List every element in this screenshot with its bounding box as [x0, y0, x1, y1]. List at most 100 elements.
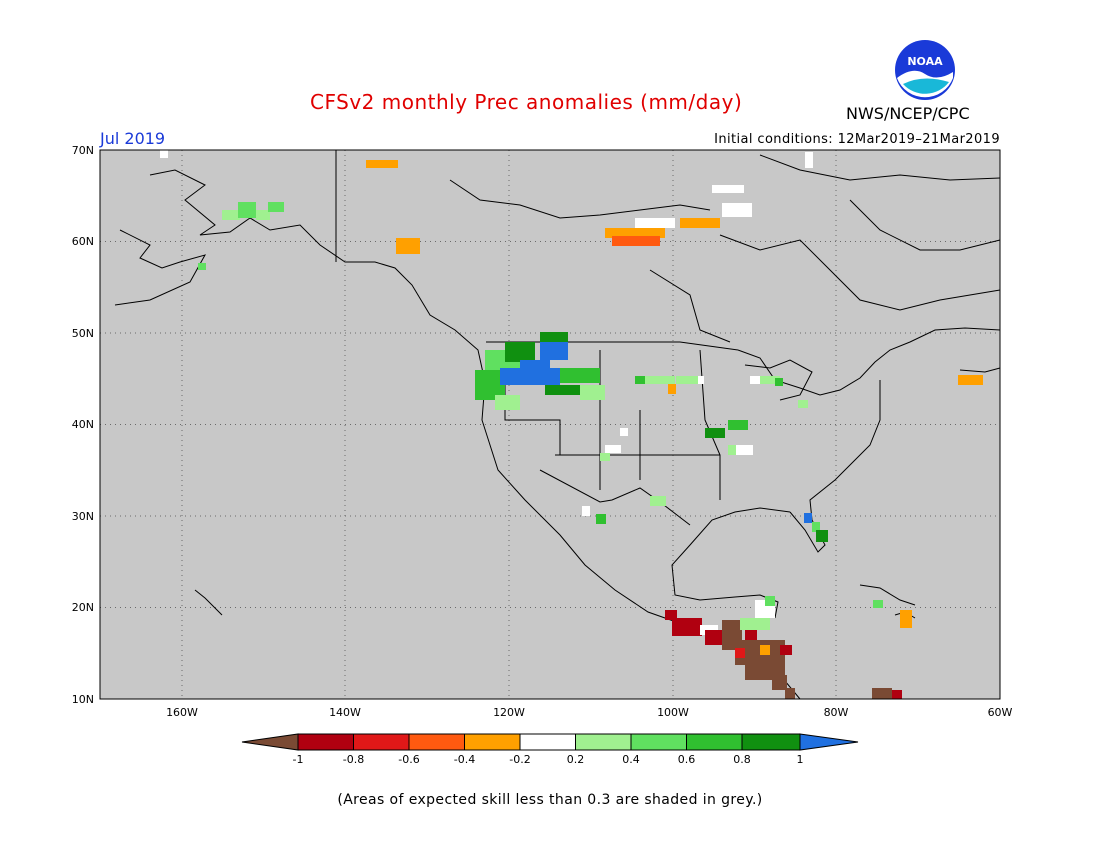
colorbar-tick-label: 0.2 — [567, 753, 585, 766]
anomaly-cell — [735, 648, 745, 658]
colorbar — [241, 733, 859, 751]
anomaly-cell — [772, 675, 787, 690]
anomaly-cell — [780, 645, 792, 655]
anomaly-cell — [238, 202, 256, 218]
colorbar-segment — [464, 733, 521, 751]
month-label: Jul 2019 — [100, 129, 166, 148]
anomaly-cell — [198, 263, 206, 270]
anomaly-cell — [545, 385, 580, 395]
colorbar-ticks: -1 -0.8 -0.6 -0.4 -0.2 0.2 0.4 0.6 0.8 1 — [293, 753, 804, 766]
anomaly-cell — [745, 630, 757, 640]
anomaly-cell — [582, 506, 590, 516]
anomaly-cell — [958, 375, 983, 385]
anomaly-cell — [805, 152, 813, 168]
anomaly-cell — [580, 385, 605, 400]
anomaly-cell — [650, 496, 666, 506]
anomaly-cell — [712, 185, 744, 193]
anomaly-cell — [816, 530, 828, 542]
anomaly-cell — [620, 428, 628, 436]
anomaly-cell — [520, 360, 550, 370]
colorbar-segment — [630, 733, 687, 751]
anomaly-cell — [560, 368, 600, 383]
anomaly-cell — [612, 236, 660, 246]
anomaly-cell — [672, 618, 702, 636]
colorbar-segment — [799, 733, 859, 751]
anomaly-cell — [812, 522, 820, 532]
lon-tick-label: 60W — [988, 706, 1013, 719]
anomaly-cell — [596, 514, 606, 524]
colorbar-tick-label: -0.8 — [343, 753, 364, 766]
lon-tick-label: 100W — [657, 706, 689, 719]
initial-conditions-label: Initial conditions: 12Mar2019–21Mar2019 — [714, 132, 1000, 147]
colorbar-tick-label: -0.4 — [454, 753, 475, 766]
colorbar-tick-label: 1 — [797, 753, 804, 766]
graticule — [100, 150, 1000, 699]
chart-title: CFSv2 monthly Prec anomalies (mm/day) — [310, 90, 743, 114]
colorbar-tick-label: -0.2 — [509, 753, 530, 766]
colorbar-segment — [241, 733, 299, 751]
colorbar-segment — [575, 733, 632, 751]
colorbar-tick-label: 0.4 — [622, 753, 640, 766]
anomaly-cell — [160, 150, 168, 158]
anomaly-cell — [256, 210, 270, 220]
anomaly-cell — [892, 690, 902, 699]
anomaly-cell — [540, 342, 568, 360]
anomaly-cell — [785, 688, 795, 699]
anomaly-cell — [495, 395, 520, 410]
anomaly-cell — [605, 445, 621, 453]
anomaly-cells — [160, 150, 983, 699]
anomaly-cell — [605, 228, 665, 238]
colorbar-tick-label: -1 — [293, 753, 304, 766]
anomaly-cell — [760, 376, 780, 384]
lat-tick-label: 60N — [72, 235, 94, 248]
anomaly-cell — [500, 368, 560, 385]
lon-tick-label: 140W — [329, 706, 361, 719]
skill-footnote: (Areas of expected skill less than 0.3 a… — [337, 792, 763, 808]
map-frame — [99, 149, 1001, 700]
anomaly-cell — [635, 376, 645, 384]
lon-tick-label: 120W — [493, 706, 525, 719]
lon-axis: 160W 140W 120W 100W 80W 60W — [166, 706, 1012, 719]
anomaly-cell — [740, 618, 770, 630]
anomaly-cell — [366, 160, 398, 168]
anomaly-cell — [645, 376, 675, 384]
colorbar-tick-label: 0.8 — [733, 753, 751, 766]
colorbar-segment — [519, 733, 576, 751]
logo-text: NOAA — [907, 55, 943, 68]
lat-tick-label: 10N — [72, 693, 94, 706]
colorbar-segment — [353, 733, 410, 751]
lat-tick-label: 70N — [72, 144, 94, 157]
colorbar-tick-label: -0.6 — [398, 753, 419, 766]
lat-tick-label: 50N — [72, 327, 94, 340]
colorbar-segment — [686, 733, 743, 751]
anomaly-cell — [900, 610, 912, 628]
anomaly-cell — [705, 428, 725, 438]
anomaly-cell — [600, 453, 610, 461]
anomaly-cell — [222, 210, 240, 220]
colorbar-segment — [408, 733, 465, 751]
lat-tick-label: 40N — [72, 418, 94, 431]
lat-tick-label: 30N — [72, 510, 94, 523]
anomaly-cell — [698, 376, 704, 384]
anomaly-cell — [722, 203, 752, 217]
lat-tick-label: 20N — [72, 601, 94, 614]
anomaly-cell — [396, 238, 420, 254]
anomaly-cell — [775, 378, 783, 386]
anomaly-cell — [268, 202, 284, 212]
colorbar-segment — [741, 733, 801, 751]
anomaly-cell — [735, 445, 753, 455]
anomaly-cell — [750, 376, 760, 384]
lon-tick-label: 160W — [166, 706, 198, 719]
anomaly-cell — [765, 596, 775, 606]
anomaly-cell — [635, 218, 675, 228]
anomaly-cell — [676, 376, 700, 384]
anomaly-cell — [873, 600, 883, 608]
anomaly-cell — [760, 645, 770, 655]
anomaly-cell — [728, 420, 748, 430]
agency-label: NWS/NCEP/CPC — [846, 104, 970, 123]
anomaly-cell — [804, 513, 812, 523]
anomaly-cell — [872, 688, 892, 699]
colorbar-segment — [297, 733, 354, 751]
anomaly-cell — [680, 218, 720, 228]
anomaly-cell — [728, 445, 736, 455]
